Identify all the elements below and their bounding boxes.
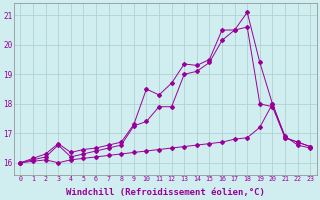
X-axis label: Windchill (Refroidissement éolien,°C): Windchill (Refroidissement éolien,°C) [66,188,265,197]
